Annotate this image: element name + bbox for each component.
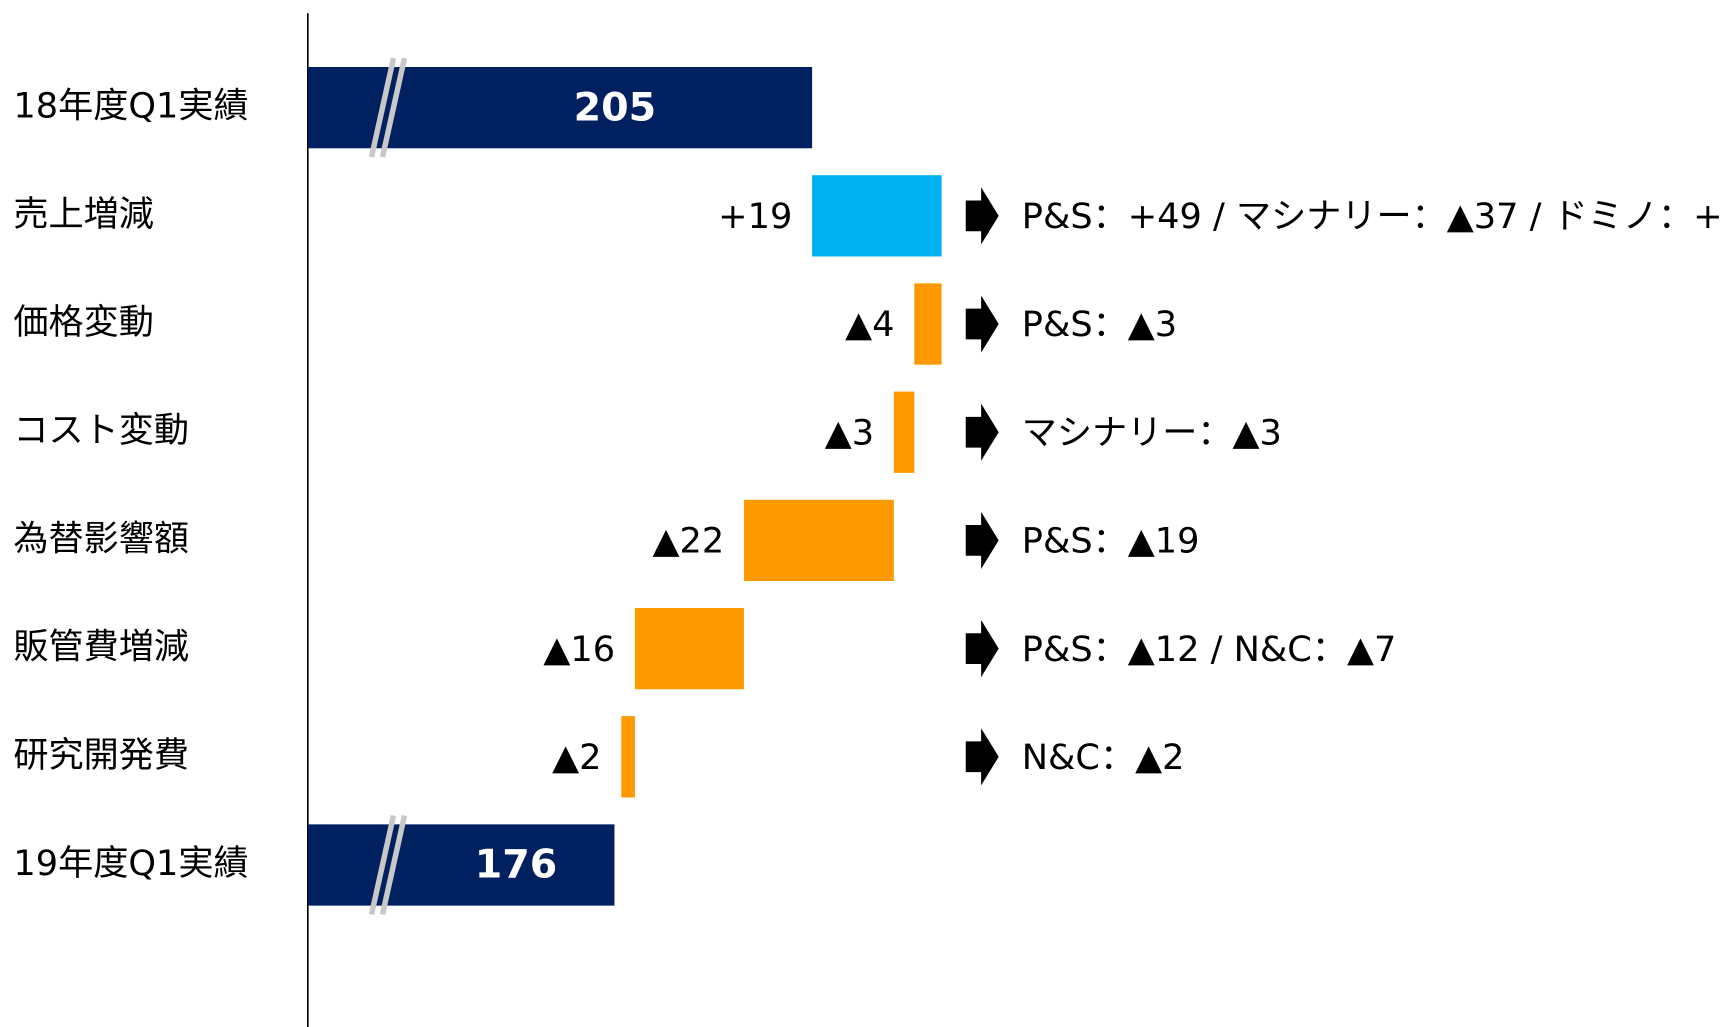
delta-bar — [743, 499, 894, 582]
value-label: 205 — [574, 84, 657, 130]
category-label: 為替影響額 — [13, 518, 189, 559]
arrow-icon — [965, 187, 999, 245]
arrow-icon — [965, 295, 999, 353]
axis-break — [368, 814, 397, 916]
value-label: ▲4 — [845, 304, 894, 345]
value-label: ▲16 — [543, 629, 615, 670]
value-label: +19 — [718, 196, 792, 237]
note: N&C：▲2 — [1022, 737, 1185, 778]
note: P&S：▲19 — [1022, 521, 1200, 562]
total-bar — [307, 824, 615, 906]
arrow-icon — [965, 728, 999, 786]
arrow-icon — [965, 403, 999, 461]
arrow-icon — [965, 620, 999, 678]
value-label: ▲22 — [652, 521, 724, 562]
axis-break — [379, 814, 408, 916]
axis-break — [379, 57, 408, 158]
value-label: 176 — [475, 842, 558, 888]
arrow-icon — [965, 511, 999, 569]
category-label: 販管費増減 — [13, 627, 189, 668]
note: P&S：+49 / マシナリー：▲37 / ドミノ：+6 — [1022, 196, 1725, 237]
delta-bar — [634, 607, 744, 690]
category-label: 売上増減 — [13, 194, 154, 235]
category-label: 19年度Q1実績 — [13, 843, 248, 884]
category-label: コスト変動 — [13, 410, 189, 451]
category-label: 価格変動 — [13, 302, 154, 343]
value-label: ▲3 — [825, 412, 874, 453]
delta-bar — [893, 391, 915, 473]
category-label: 研究開発費 — [13, 735, 189, 776]
delta-bar — [914, 283, 942, 365]
axis-break — [368, 57, 397, 158]
note: P&S：▲3 — [1022, 304, 1177, 345]
delta-bar — [812, 175, 942, 257]
value-label: ▲2 — [552, 737, 601, 778]
note: P&S：▲12 / N&C：▲7 — [1022, 629, 1397, 670]
delta-bar — [621, 716, 635, 798]
note: マシナリー：▲3 — [1022, 412, 1282, 453]
category-label: 18年度Q1実績 — [13, 86, 248, 127]
